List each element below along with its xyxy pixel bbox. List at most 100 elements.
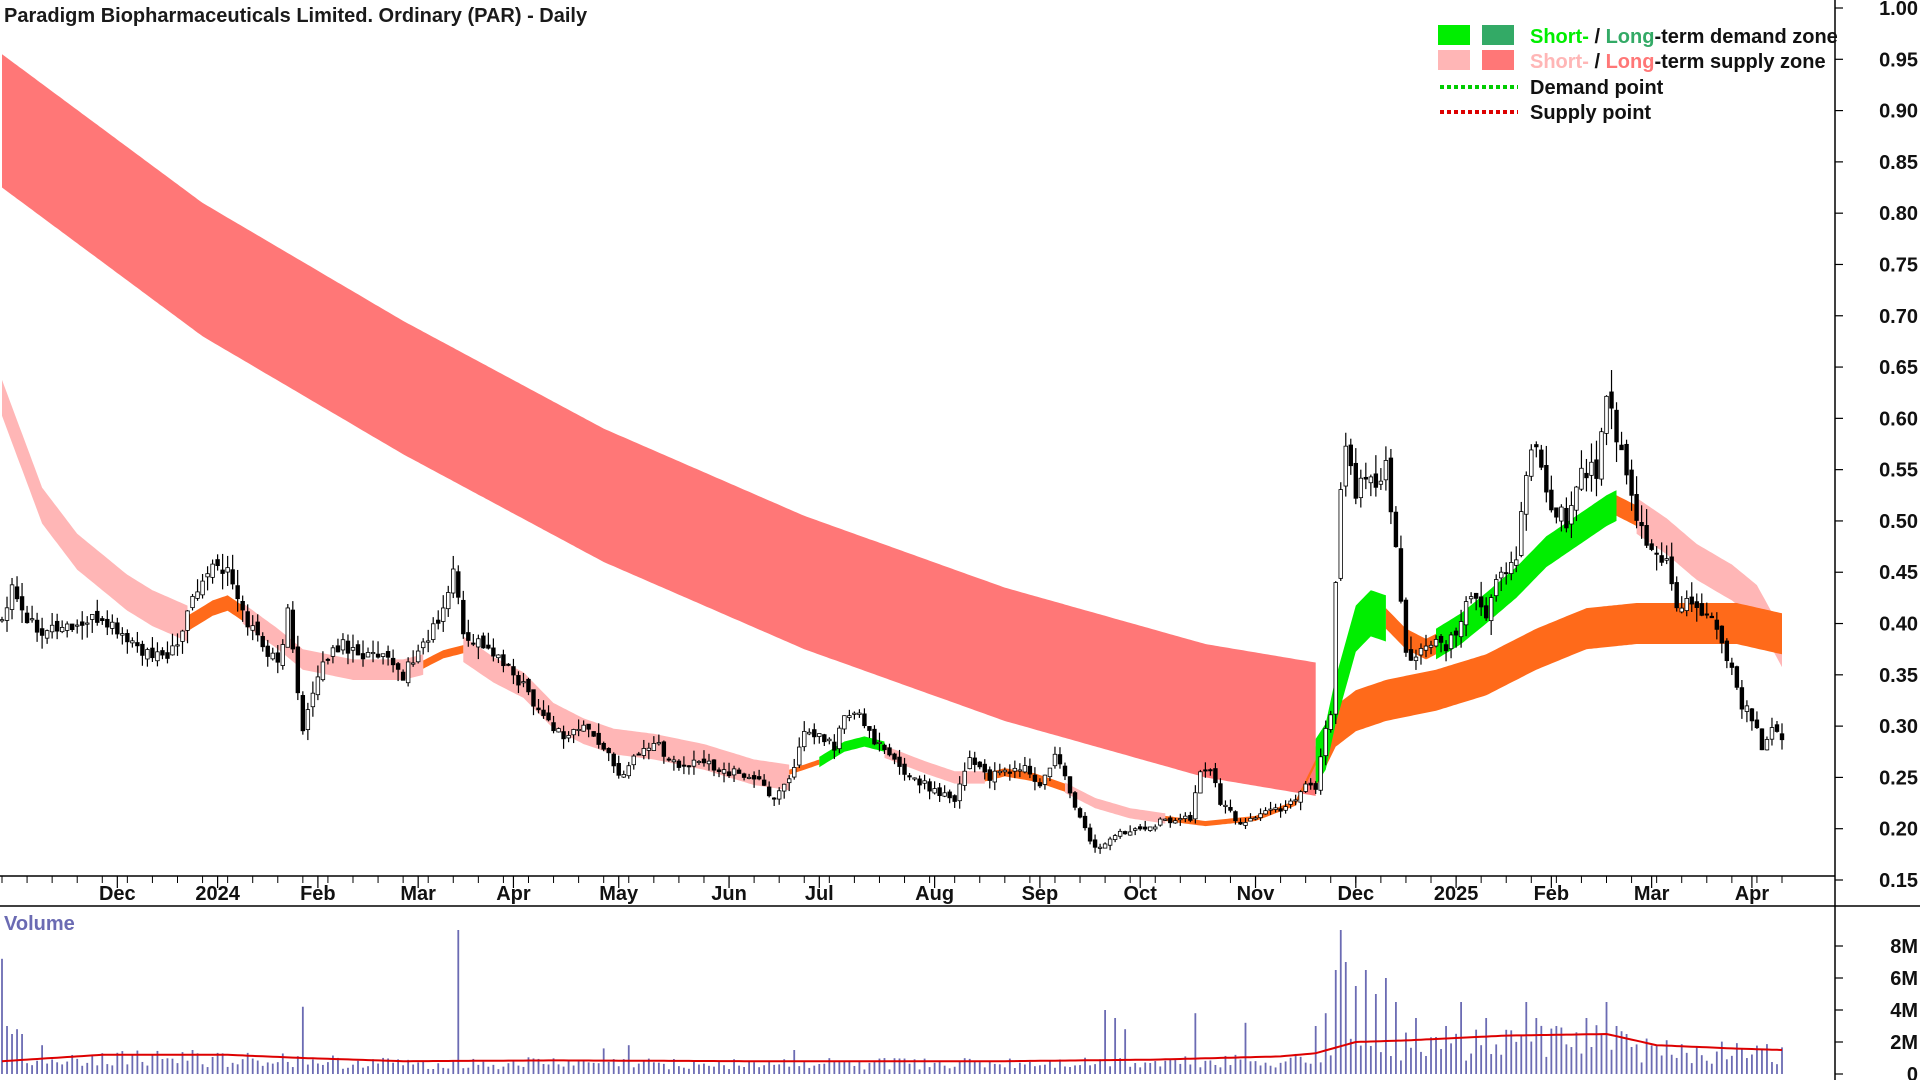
candle-body [1774, 724, 1780, 732]
candle-body [1584, 472, 1589, 479]
candle-body [1183, 815, 1188, 819]
candle-body [425, 640, 431, 643]
volume-tick-label: 4M [1890, 1000, 1918, 1022]
candle-body [1032, 774, 1038, 782]
candle-body [516, 675, 521, 686]
candle-body [1127, 831, 1133, 836]
candle-body [1293, 799, 1298, 802]
price-axis-ticks: 1.00 0.95 0.90 0.85 0.80 0.75 0.70 0.65 0.60 0.55… [1835, 0, 1918, 892]
candle-body [797, 746, 802, 766]
price-tick-label: 0.85 [1879, 152, 1918, 174]
candle-body [696, 760, 702, 763]
candle-body [1734, 666, 1740, 688]
candle-body [1609, 391, 1614, 409]
candle-body [225, 567, 230, 573]
candle-body [651, 743, 657, 751]
date-tick-label: Apr [1735, 883, 1770, 905]
candle-body [661, 741, 667, 757]
candle-body [250, 625, 255, 631]
candle-body [125, 633, 130, 643]
candle-body [1674, 582, 1679, 609]
price-tick-label: 1.00 [1879, 0, 1918, 20]
candle-body [285, 607, 291, 648]
volume-axis-ticks: 8M 6M 4M 2M 0 [1835, 936, 1918, 1085]
candle-body [1488, 597, 1494, 622]
candle-body [686, 765, 692, 768]
candle-body [1749, 708, 1755, 722]
candle-body [160, 650, 165, 656]
candle-body [1308, 782, 1313, 786]
candle-body [1403, 599, 1409, 653]
candle-body [586, 723, 591, 730]
short-term-demand-zone-0 [819, 736, 885, 768]
candle-body [1298, 791, 1303, 803]
candle-body [937, 787, 942, 797]
candle-body [1564, 507, 1569, 529]
candle-body [1258, 813, 1263, 819]
candle-body [59, 627, 65, 633]
price-tick-label: 0.35 [1879, 665, 1918, 687]
candle-body [481, 635, 486, 649]
candle-body [822, 734, 827, 743]
candle-body [1448, 634, 1454, 650]
candle-body [1313, 783, 1318, 790]
candle-body [1288, 800, 1293, 805]
candle-body [275, 652, 280, 663]
candle-body [807, 731, 812, 735]
candle-body [185, 610, 190, 631]
candle-body [380, 653, 386, 657]
candle-body [370, 652, 376, 655]
candle-body [405, 661, 411, 684]
candle-body [1514, 559, 1519, 566]
volume-tick-label: 0 [1907, 1064, 1918, 1080]
candle-body [1644, 525, 1649, 546]
candle-body [1383, 460, 1389, 481]
candle-body [536, 707, 541, 711]
candle-body [741, 773, 747, 778]
candle-body [1022, 765, 1028, 773]
volume-tick-label: 6M [1890, 968, 1918, 990]
candle-body [1554, 507, 1559, 518]
candle-body [120, 633, 125, 636]
candle-body [656, 742, 662, 745]
candle-body [596, 732, 601, 745]
price-tick-label: 0.40 [1879, 614, 1918, 636]
candle-body [1423, 645, 1429, 651]
date-tick-label: Apr [496, 883, 531, 905]
candle-body [1208, 769, 1213, 772]
candle-body [571, 729, 576, 736]
candle-body [847, 715, 852, 718]
candle-body [726, 771, 732, 777]
candle-body [235, 585, 240, 600]
candle-body [1388, 457, 1394, 513]
legend-demand-long-text: Long [1606, 26, 1655, 48]
candle-body [872, 728, 877, 745]
price-tick-label: 0.70 [1879, 306, 1918, 328]
candle-body [335, 645, 341, 653]
candle-body [862, 713, 867, 727]
price-tick-label: 0.30 [1879, 716, 1918, 738]
candle-body [115, 622, 120, 635]
candle-body [1468, 596, 1474, 600]
candle-body [1057, 754, 1063, 765]
price-tick-label: 0.50 [1879, 511, 1918, 533]
candle-body [190, 596, 195, 609]
candle-body [1092, 839, 1098, 848]
candle-body [1458, 621, 1464, 638]
candle-body [340, 639, 346, 651]
price-tick-label: 0.25 [1879, 767, 1918, 789]
price-tick-label: 0.90 [1879, 101, 1918, 123]
date-tick-label: Mar [1634, 883, 1670, 905]
candle-body [1649, 543, 1654, 550]
zone-crossover-band-2 [789, 759, 820, 775]
legend-supply-long-text: Long [1606, 51, 1655, 73]
candle-body [145, 649, 150, 660]
candle-body [135, 642, 140, 647]
candle-body [987, 769, 992, 781]
candle-body [776, 790, 782, 800]
candle-body [1769, 727, 1775, 740]
candle-body [0, 619, 5, 622]
candle-body [526, 678, 531, 693]
candle-body [1413, 656, 1419, 662]
zone-crossover-band-5 [1385, 608, 1436, 660]
